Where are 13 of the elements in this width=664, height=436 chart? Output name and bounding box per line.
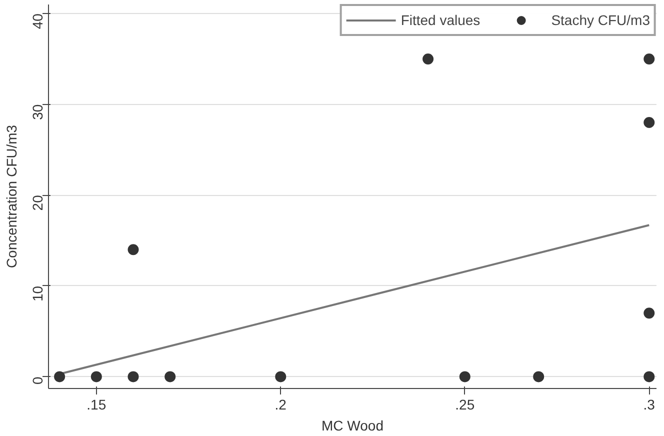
legend-label: Fitted values bbox=[400, 12, 480, 28]
x-tick-label: .2 bbox=[274, 396, 287, 412]
y-tick-label: 40 bbox=[30, 13, 46, 30]
y-tick-label: 20 bbox=[30, 194, 46, 211]
y-axis-title: Concentration CFU/m3 bbox=[4, 124, 20, 268]
x-axis-title: MC Wood bbox=[322, 418, 384, 434]
y-tick-label: 10 bbox=[30, 286, 46, 302]
x-tick-label: .3 bbox=[643, 396, 656, 412]
y-tick-label: 30 bbox=[30, 104, 46, 120]
y-tick-label: 0 bbox=[30, 376, 46, 384]
legend-label: Stachy CFU/m3 bbox=[551, 12, 650, 28]
x-tick-label: .15 bbox=[86, 396, 106, 412]
x-tick-label: .25 bbox=[455, 396, 475, 412]
